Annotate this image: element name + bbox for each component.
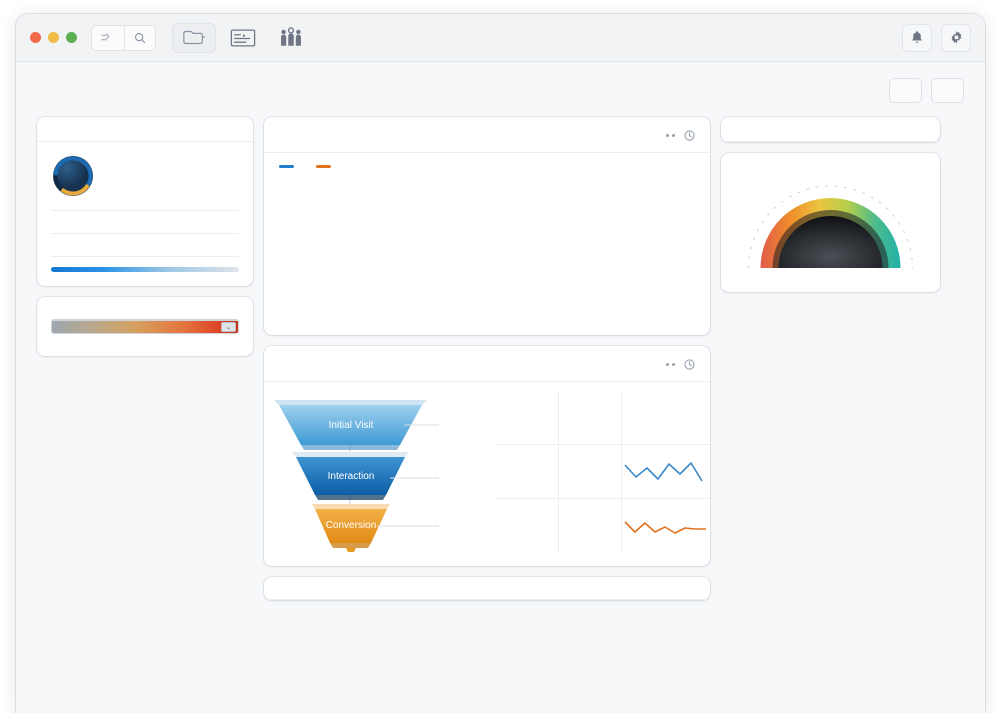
funnel-metrics-col-0	[495, 392, 558, 552]
page-header	[37, 78, 964, 103]
middle-column: Initial Visit Interaction Conversion	[264, 117, 710, 566]
heatmap-box[interactable]: ⌄	[51, 319, 239, 334]
sort-icon	[101, 33, 110, 41]
dashboard-columns: ⌄	[37, 117, 964, 566]
more-dots-icon[interactable]	[666, 134, 675, 137]
behavioral-trends-card	[264, 117, 710, 335]
funnel-metrics-col-2	[621, 391, 710, 552]
funnel-sparkline-orange-cell	[622, 497, 710, 552]
engagement-funnel-card: Initial Visit Interaction Conversion	[264, 345, 710, 566]
search-button[interactable]	[124, 25, 155, 50]
trends-chart[interactable]	[278, 172, 696, 312]
folder-button[interactable]	[172, 22, 216, 53]
divider	[51, 210, 239, 211]
heatmap-scale[interactable]: ⌄	[52, 320, 238, 333]
funnel-metric	[558, 497, 621, 552]
gear-icon	[951, 31, 961, 44]
funnel-metric	[495, 392, 558, 445]
funnel-body: Initial Visit Interaction Conversion	[264, 382, 710, 566]
close-window-button[interactable]	[30, 32, 41, 43]
funnel-metric	[558, 444, 621, 498]
funnel-metric	[495, 497, 558, 552]
funnel-sparkline-blue-cell	[622, 444, 710, 498]
gauge-footer	[735, 276, 926, 278]
maximize-window-button[interactable]	[66, 32, 77, 43]
interaction-heatmap-card: ⌄	[37, 297, 253, 356]
more-dots-icon[interactable]	[666, 362, 675, 366]
people-icon	[281, 27, 301, 46]
bell-icon	[912, 31, 922, 43]
behavioral-trends-header	[264, 117, 710, 153]
heatmap-scale-handle[interactable]: ⌄	[221, 322, 236, 332]
app-window: ⌄	[16, 14, 985, 713]
trends-plot	[308, 172, 686, 312]
funnel-stage-label-0: Initial Visit	[329, 420, 374, 431]
title-bar	[16, 14, 985, 62]
engagement-funnel-header	[264, 346, 710, 382]
metrics-dropdown[interactable]	[889, 78, 922, 103]
trends-x-axis	[264, 316, 710, 335]
active-users-row	[37, 142, 253, 210]
top-interaction-paths-card	[264, 576, 710, 600]
clock-icon[interactable]	[684, 358, 695, 370]
funnel-rates	[439, 392, 495, 552]
engagement-funnel-tools	[666, 358, 695, 370]
card-view-button[interactable]	[226, 28, 260, 48]
funnel-metrics-grid	[495, 391, 710, 552]
behavioral-segments-card	[721, 117, 940, 142]
behavioral-segments-header	[721, 117, 940, 142]
legend-item-logged-in	[279, 165, 300, 168]
active-users-donut-value	[51, 154, 95, 198]
comparison-dropdown[interactable]	[931, 78, 964, 103]
engagement-overview-card	[37, 117, 253, 286]
notifications-button[interactable]	[902, 23, 932, 52]
engagement-score-card	[721, 153, 940, 292]
folder-icon	[183, 30, 206, 45]
engagement-progress-wrap	[37, 257, 253, 286]
window-controls[interactable]	[30, 32, 77, 43]
search-icon	[134, 32, 146, 43]
engagement-overview-header	[37, 117, 253, 142]
sessions-row	[37, 211, 253, 233]
funnel-metrics-col-1	[557, 391, 622, 552]
clock-icon[interactable]	[684, 130, 695, 141]
gauge-wrap	[735, 172, 926, 276]
search-group[interactable]	[91, 24, 156, 51]
engagement-progress-bar	[51, 267, 239, 272]
left-column: ⌄	[37, 117, 253, 356]
right-column	[721, 117, 940, 292]
gauge-core	[778, 216, 883, 268]
trends-legend	[264, 153, 710, 172]
people-button[interactable]	[274, 27, 308, 48]
funnel-stage-label-1: Interaction	[328, 471, 375, 482]
gauge-chart	[747, 185, 914, 269]
sparkline-blue	[624, 461, 703, 481]
gauge-arc	[760, 198, 901, 268]
sort-chip[interactable]	[92, 26, 124, 50]
paths-header	[264, 577, 710, 600]
funnel-graphic[interactable]: Initial Visit Interaction Conversion	[264, 392, 439, 552]
active-users-info	[106, 175, 239, 177]
list-card-icon	[230, 28, 256, 47]
minimize-window-button[interactable]	[48, 32, 59, 43]
legend-swatch	[279, 165, 294, 168]
funnel-metric	[495, 444, 558, 498]
funnel-metric	[622, 392, 710, 445]
settings-button[interactable]	[941, 23, 971, 52]
legend-swatch	[316, 165, 331, 168]
pageviews-row	[37, 234, 253, 256]
legend-item-interacted	[316, 165, 337, 168]
active-users-donut	[51, 154, 95, 198]
divider	[51, 233, 239, 234]
behavioral-trends-tools	[666, 130, 695, 141]
funnel-metric	[559, 392, 622, 445]
filter-controls	[889, 78, 964, 103]
dashboard-page: ⌄	[16, 62, 985, 713]
gauge-ticks	[747, 185, 914, 269]
sparkline-orange	[624, 521, 706, 534]
funnel-stage-label-2: Conversion	[326, 520, 377, 531]
divider	[51, 256, 239, 257]
